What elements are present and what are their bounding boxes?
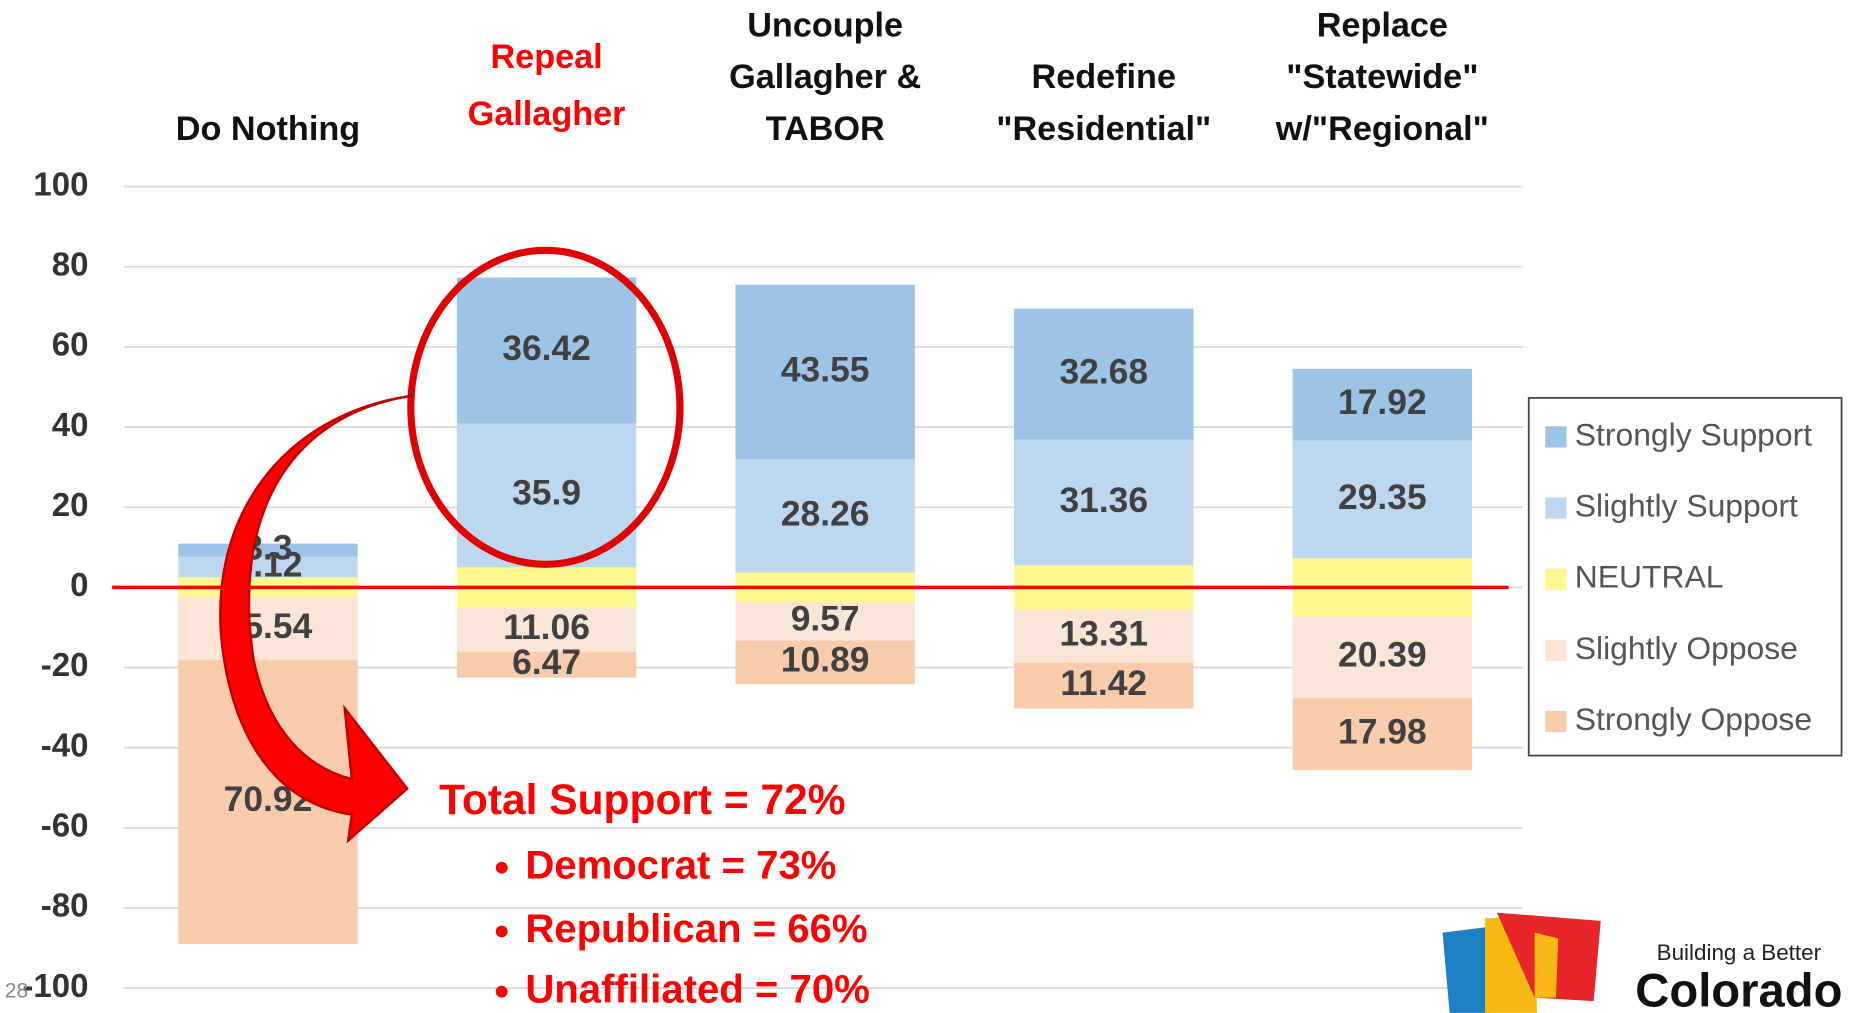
value-label: 32.68 xyxy=(1059,352,1148,392)
legend-box xyxy=(1527,397,1843,757)
legend-swatch xyxy=(1545,497,1567,519)
bar-segment xyxy=(1292,368,1473,441)
y-tick-label: -80 xyxy=(41,888,89,925)
category-label: Gallagher xyxy=(468,95,626,133)
category-label: Redefine xyxy=(1031,58,1176,96)
bullet xyxy=(495,985,508,998)
value-label: 28.26 xyxy=(781,493,870,533)
bar-segment xyxy=(1292,440,1473,559)
y-tick-label: -100 xyxy=(22,968,88,1005)
highlight-circle xyxy=(407,246,684,568)
legend-label: Slightly Oppose xyxy=(1575,630,1798,666)
legend-swatch xyxy=(1545,568,1567,590)
category-label: w/"Regional" xyxy=(1275,110,1489,148)
bar-segment xyxy=(1014,439,1194,566)
logo-shape xyxy=(1442,926,1490,1013)
logo-text: Building a Better xyxy=(1657,940,1822,965)
bar-segment xyxy=(178,543,358,557)
callout-arrow xyxy=(219,394,414,844)
category-label: Uncouple xyxy=(747,6,903,44)
legend-swatch xyxy=(1545,639,1567,662)
y-tick-label: -40 xyxy=(41,727,89,764)
logo: Building a Better Colorado xyxy=(1442,912,1842,1013)
bar-segment xyxy=(456,651,637,678)
bar-segment xyxy=(1014,662,1194,709)
bar-segment xyxy=(735,602,915,641)
value-label: 17.92 xyxy=(1338,382,1427,422)
y-tick-label: -60 xyxy=(41,808,89,845)
value-label: 11.42 xyxy=(1060,663,1147,703)
value-label: 13.31 xyxy=(1059,613,1148,653)
value-label: 11.06 xyxy=(503,607,590,647)
y-tick-label: 40 xyxy=(52,407,89,444)
bullet xyxy=(495,925,508,938)
value-label: 43.55 xyxy=(781,349,870,389)
legend-label: Strongly Support xyxy=(1575,416,1812,452)
category-label: Gallagher & xyxy=(729,58,921,96)
bar-segment xyxy=(735,284,915,460)
value-label: 36.42 xyxy=(502,328,591,368)
bar-segment xyxy=(735,459,915,573)
y-tick-label: 0 xyxy=(70,567,88,604)
y-tick-label: 60 xyxy=(52,327,89,364)
total-support: Total Support = 72% xyxy=(439,777,845,824)
value-label: 20.39 xyxy=(1338,635,1427,675)
legend-swatch xyxy=(1545,426,1567,448)
legend-label: NEUTRAL xyxy=(1575,559,1724,595)
bullet-text: Democrat = 73% xyxy=(525,842,836,887)
logo-shape xyxy=(1534,932,1559,998)
page-number: 28 xyxy=(5,978,29,1002)
category-label: "Residential" xyxy=(996,110,1211,148)
y-tick-label: -20 xyxy=(41,647,89,684)
bar-segment xyxy=(1292,698,1473,771)
bar-segment xyxy=(1014,609,1194,663)
value-label: 29.35 xyxy=(1338,477,1427,517)
legend-swatch xyxy=(1545,710,1567,733)
value-label: 9.57 xyxy=(791,599,860,639)
bar-segment xyxy=(1014,308,1194,440)
bar-segment xyxy=(456,607,637,652)
bullet xyxy=(495,861,508,874)
y-tick-label: 100 xyxy=(33,166,88,203)
legend-label: Strongly Oppose xyxy=(1575,701,1812,737)
bar-segment xyxy=(178,597,358,660)
legend-label: Slightly Support xyxy=(1575,487,1798,523)
y-tick-label: 80 xyxy=(52,246,89,283)
y-tick-label: 20 xyxy=(52,487,89,524)
category-label: "Statewide" xyxy=(1286,58,1478,96)
category-label: TABOR xyxy=(766,110,885,148)
value-label: 35.9 xyxy=(512,473,581,513)
category-label: Repeal xyxy=(490,38,602,76)
category-label: Do Nothing xyxy=(176,110,360,148)
bar-segment xyxy=(456,277,637,424)
value-label: 6.47 xyxy=(512,642,581,682)
value-label: 17.98 xyxy=(1338,712,1427,752)
category-label: Replace xyxy=(1317,6,1448,44)
bar-segment xyxy=(735,640,915,685)
logo-text: Colorado xyxy=(1635,965,1842,1013)
bullet-text: Unaffiliated = 70% xyxy=(525,966,870,1011)
value-label: 10.89 xyxy=(781,640,870,680)
bullet-text: Republican = 66% xyxy=(525,906,867,951)
legend: Strongly Support Slightly Support NEUTRAL S… xyxy=(1527,397,1843,757)
value-label: 31.36 xyxy=(1059,480,1148,520)
bar-segment xyxy=(1292,616,1473,699)
